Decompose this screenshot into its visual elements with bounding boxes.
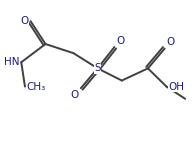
Text: O: O [116, 35, 125, 46]
Text: HN: HN [4, 57, 19, 67]
Text: O: O [166, 37, 175, 47]
Text: OH: OH [168, 82, 184, 92]
Text: S: S [94, 63, 101, 73]
Text: CH₃: CH₃ [27, 82, 46, 92]
Text: O: O [71, 90, 79, 100]
Text: O: O [20, 16, 29, 26]
